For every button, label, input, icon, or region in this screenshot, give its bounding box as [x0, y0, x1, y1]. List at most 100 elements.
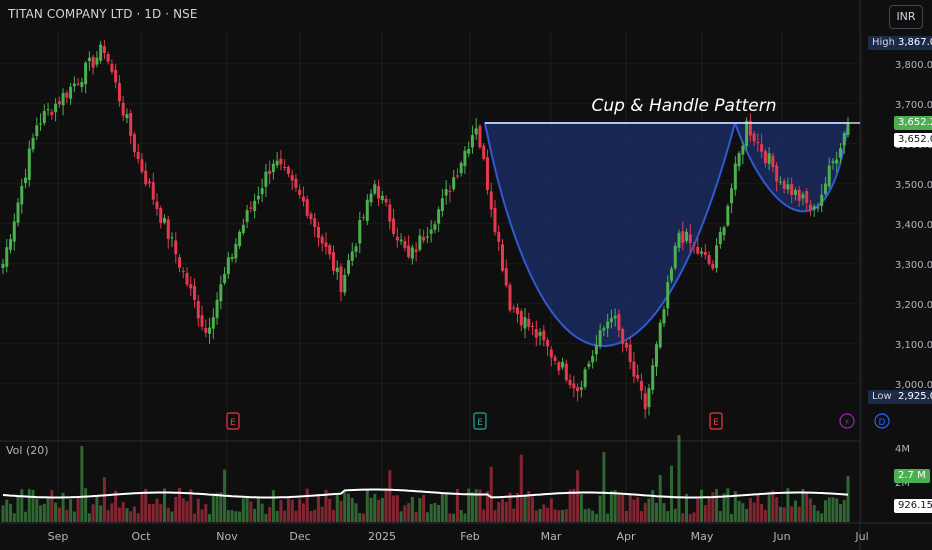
candle-body	[196, 301, 200, 319]
volume-bar	[260, 503, 264, 522]
candle-body	[805, 191, 809, 204]
candle-body	[290, 175, 294, 181]
volume-bar	[395, 495, 399, 522]
volume-bar	[711, 492, 715, 522]
volume-bar	[414, 511, 418, 522]
event-glyph: E	[477, 418, 483, 428]
time-label: Sep	[48, 530, 69, 543]
candle-body	[523, 317, 527, 329]
volume-bar	[801, 488, 805, 522]
volume-bar	[452, 513, 456, 522]
candle-body	[628, 344, 632, 363]
volume-bar	[147, 503, 151, 522]
volume-bar	[557, 510, 561, 522]
candle-body	[72, 83, 76, 87]
volume-bar	[362, 513, 366, 522]
candle-body	[455, 175, 459, 177]
price-tick: 3,100.00	[895, 340, 932, 351]
pattern-level-tag: 3,652.00	[894, 133, 932, 147]
volume-bar	[324, 489, 328, 522]
candle-body	[5, 247, 9, 267]
volume-bar	[219, 492, 223, 522]
volume-bar	[316, 494, 320, 522]
volume-bar	[572, 488, 576, 522]
volume-bar	[358, 513, 362, 522]
volume-bar	[639, 511, 643, 522]
candle-body	[65, 92, 69, 98]
candle-body	[114, 69, 118, 83]
volume-bar	[12, 513, 16, 522]
candle-body	[268, 170, 272, 174]
candle-body	[741, 145, 745, 155]
candle-body	[414, 249, 418, 252]
candle-body	[433, 224, 437, 230]
event-marker-dividend: D	[874, 413, 890, 429]
volume-bar	[778, 506, 782, 522]
volume-bar	[91, 504, 95, 522]
volume-indicator-label[interactable]: Vol (20)	[6, 444, 49, 457]
volume-bar	[654, 502, 658, 522]
volume-bar	[677, 435, 681, 522]
candle-body	[553, 356, 557, 361]
candle-body	[69, 86, 73, 99]
volume-bar	[313, 509, 317, 522]
volume-bar	[373, 494, 377, 522]
event-marker-split: ⚡	[839, 413, 855, 429]
low-label: Low	[868, 390, 896, 404]
candle-body	[57, 101, 61, 105]
volume-bar	[234, 511, 238, 522]
volume-bar	[737, 500, 741, 522]
candle-body	[99, 44, 103, 61]
candle-body	[643, 393, 647, 410]
volume-bar	[350, 497, 354, 522]
volume-bar	[561, 509, 565, 522]
candle-body	[752, 133, 756, 142]
currency-button[interactable]: INR	[889, 5, 923, 29]
volume-bar	[662, 503, 666, 522]
low-value-tag: 2,925.00	[894, 390, 932, 404]
volume-bar	[527, 491, 531, 522]
candle-body	[95, 57, 99, 65]
volume-bar	[151, 504, 155, 522]
candle-body	[609, 318, 613, 323]
candle-body	[151, 181, 155, 200]
volume-bar	[564, 509, 568, 522]
volume-bar	[752, 502, 756, 522]
volume-bar	[215, 492, 219, 522]
candle-body	[489, 191, 493, 210]
volume-bar	[392, 495, 396, 522]
volume-bar	[685, 494, 689, 522]
candle-body	[756, 141, 760, 143]
volume-bar	[5, 499, 9, 522]
volume-bar	[31, 490, 35, 522]
candle-body	[335, 267, 339, 273]
candle-body	[234, 243, 238, 259]
volume-bar	[125, 508, 129, 522]
candle-body	[392, 218, 396, 235]
candle-body	[846, 122, 850, 135]
volume-bar	[775, 497, 779, 522]
candle-body	[204, 327, 208, 333]
candle-body	[808, 204, 812, 211]
candle-body	[534, 328, 538, 338]
candle-body	[313, 218, 317, 228]
volume-bar	[534, 510, 538, 522]
volume-bar	[470, 492, 474, 522]
candle-body	[658, 322, 662, 348]
candle-body	[226, 257, 230, 274]
volume-bar	[786, 488, 790, 522]
time-label: Jun	[772, 530, 790, 543]
candle-body	[399, 239, 403, 242]
time-label: Oct	[131, 530, 151, 543]
candle-body	[230, 256, 234, 260]
candle-body	[193, 285, 197, 300]
cup-shape	[483, 122, 737, 347]
candle-body	[185, 272, 189, 285]
volume-bar	[365, 489, 369, 522]
candle-body	[797, 189, 801, 201]
volume-tick: 4M	[895, 444, 910, 455]
volume-bar	[643, 502, 647, 522]
volume-bar	[241, 498, 245, 522]
candle-body	[87, 57, 91, 62]
